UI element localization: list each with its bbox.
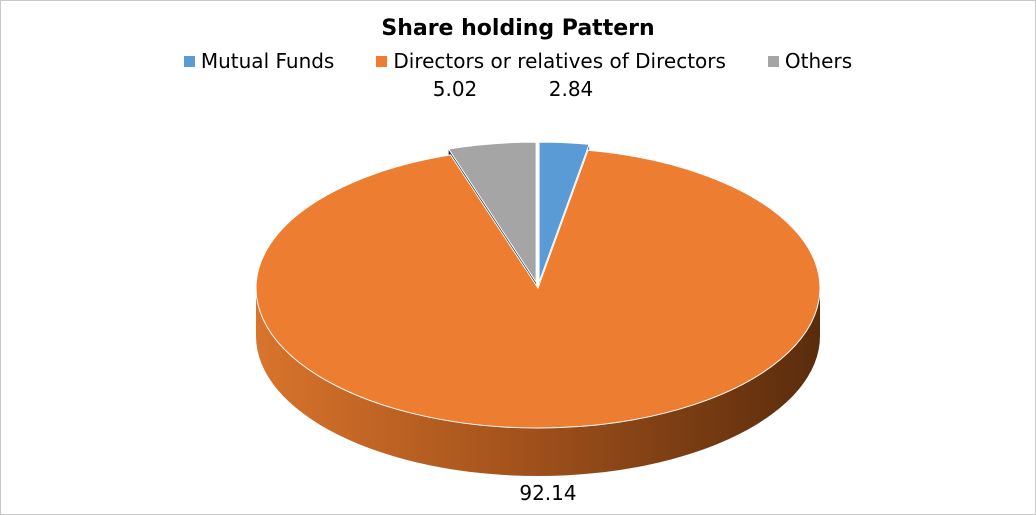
pie-slice xyxy=(447,141,537,284)
legend-swatch xyxy=(767,55,779,67)
data-label: 92.14 xyxy=(519,481,576,505)
slice-side xyxy=(256,288,820,476)
legend-label: Others xyxy=(784,49,853,73)
legend-label: Mutual Funds xyxy=(200,49,335,73)
chart-title: Share holding Pattern xyxy=(381,16,655,41)
legend-item: Directors or relatives of Directors xyxy=(376,49,726,73)
legend-item: Others xyxy=(767,49,853,73)
pie-slice xyxy=(255,149,821,429)
pie-slice xyxy=(538,141,590,283)
legend-swatch xyxy=(183,55,195,67)
legend-label: Directors or relatives of Directors xyxy=(393,49,726,73)
data-label: 5.02 xyxy=(433,77,478,101)
legend: Mutual Funds Directors or relatives of Di… xyxy=(0,49,1036,73)
legend-swatch xyxy=(376,55,388,67)
data-label: 2.84 xyxy=(549,77,594,101)
legend-item: Mutual Funds xyxy=(183,49,335,73)
